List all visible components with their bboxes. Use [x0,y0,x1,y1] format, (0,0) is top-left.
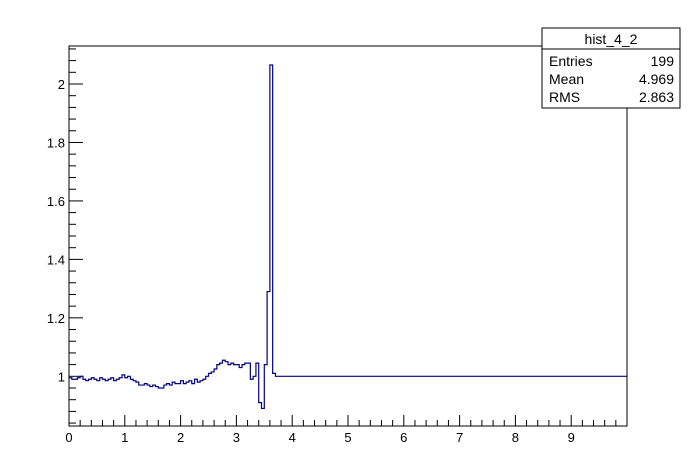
stats-value-entries: 199 [651,53,675,69]
y-tick-label: 1.6 [47,194,65,209]
stats-label-entries: Entries [549,53,593,69]
x-tick-label: 2 [177,430,184,445]
x-tick-label: 4 [289,430,296,445]
stats-value-mean: 4.969 [639,71,674,87]
x-tick-label: 9 [568,430,575,445]
y-tick-label: 1.8 [47,135,65,150]
x-tick-label: 6 [400,430,407,445]
x-axis: 0 1 2 3 4 5 6 7 8 9 [65,415,628,445]
x-tick-label: 8 [512,430,519,445]
stats-label-rms: RMS [549,89,580,105]
x-tick-label: 1 [121,430,128,445]
stats-box-frame [541,27,681,109]
x-tick-label: 7 [456,430,463,445]
x-tick-label: 3 [233,430,240,445]
histogram-series-line [69,64,627,410]
y-tick-label: 1.4 [47,252,65,267]
x-tick-label: 5 [344,430,351,445]
stats-value-rms: 2.863 [639,89,674,105]
y-tick-label: 1.2 [47,311,65,326]
stats-box: hist_4_2 Entries 199 Mean 4.969 RMS 2.86… [541,27,681,109]
x-tick-label: 0 [65,430,72,445]
stats-label-mean: Mean [549,71,584,87]
y-tick-label: 2 [58,77,65,92]
y-tick-label: 1 [58,369,65,384]
series-layer [69,64,627,410]
y-axis: 1 1.2 1.4 1.6 1.8 2 [47,48,83,424]
stats-title: hist_4_2 [585,31,638,47]
